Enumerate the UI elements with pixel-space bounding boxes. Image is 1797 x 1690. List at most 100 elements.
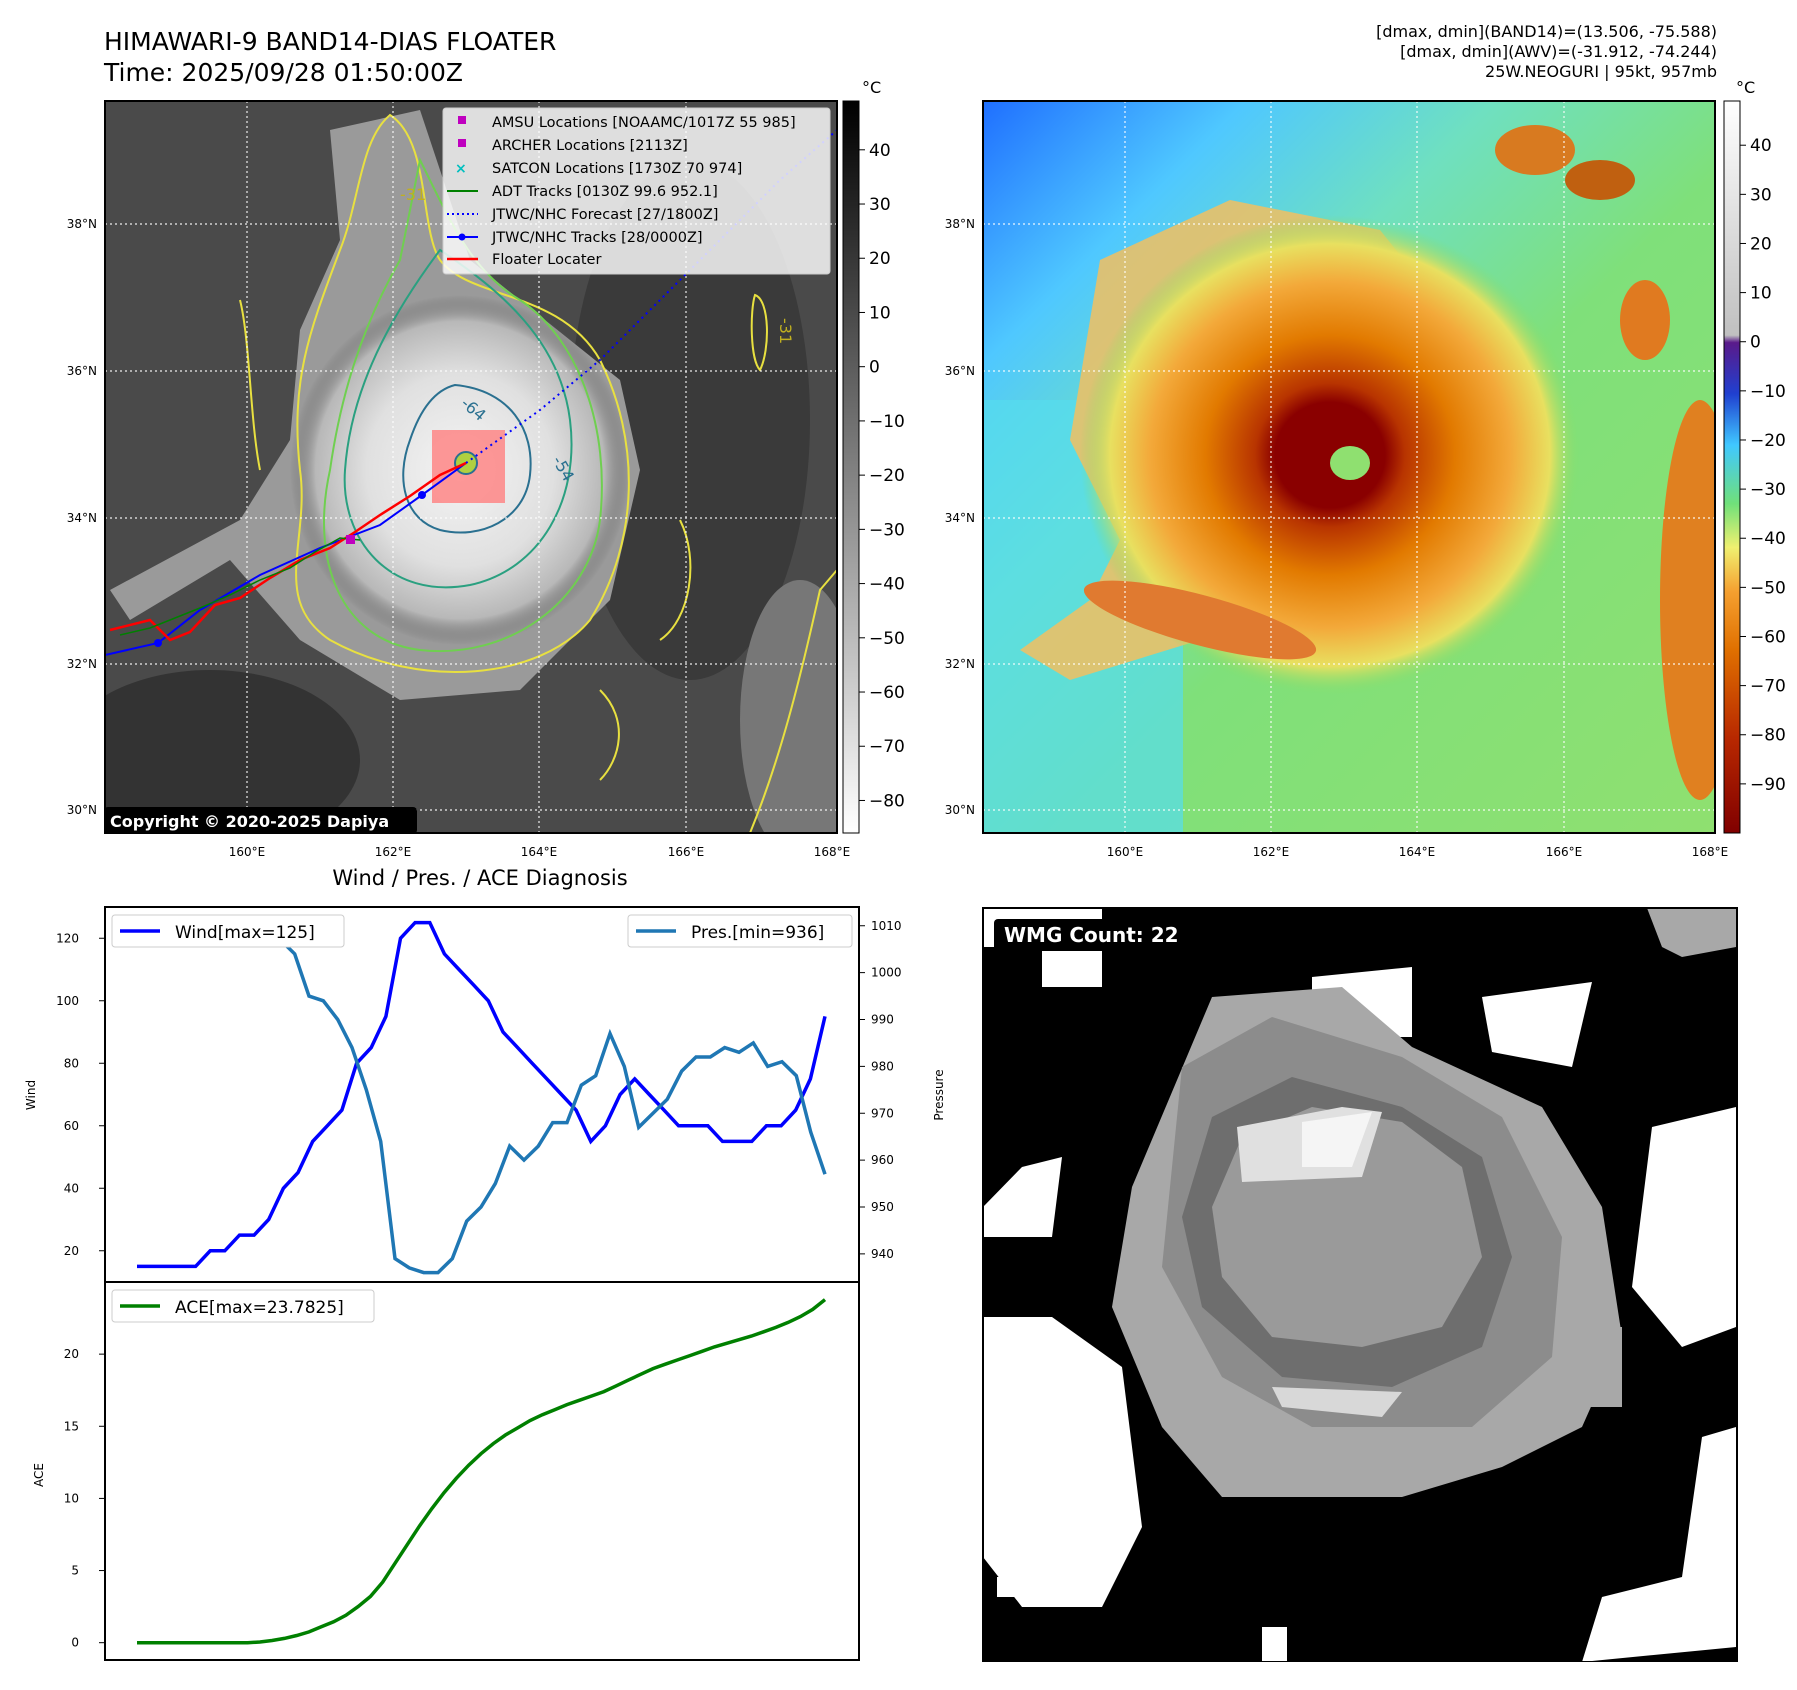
wmg-panel: WMG Count: 22 xyxy=(982,907,1738,1662)
color-colorbar-tick-label: 10 xyxy=(1750,284,1772,304)
color-colorbar-tick-label: −50 xyxy=(1750,578,1786,598)
lat-label: 34°N xyxy=(945,511,975,525)
color-colorbar-tick-label: −80 xyxy=(1750,726,1786,746)
map-legend: AMSU Locations [NOAAMC/1017Z 55 985] ARC… xyxy=(442,107,831,275)
pressure-axis-tick-label: 980 xyxy=(871,1059,894,1073)
info-line-2: [dmax, dmin](AWV)=(-31.912, -74.244) xyxy=(1400,42,1717,61)
copyright-badge xyxy=(104,807,417,834)
gray-colorbar-tick-label: −60 xyxy=(869,683,905,703)
contour-outer xyxy=(295,113,630,673)
lon-label: 164°E xyxy=(521,845,558,859)
adt-track xyxy=(119,537,361,636)
pressure-axis-label: Pressure xyxy=(932,1069,946,1120)
cyclone-core-colored xyxy=(1080,215,1580,695)
lat-label: 30°N xyxy=(945,803,975,817)
lon-label: 160°E xyxy=(1107,845,1144,859)
contour-mid xyxy=(323,156,603,653)
ace-axis-tick-label: 5 xyxy=(71,1564,79,1578)
color-colorbar: °C 40 30 20 10 0 −10 −20 −30 −40 −50 −60 −70 −80 −90 xyxy=(1723,78,1786,834)
wind-series-line xyxy=(137,920,827,1269)
color-eye xyxy=(1330,446,1370,480)
legend-label-forecast: JTWC/NHC Forecast [27/1800Z] xyxy=(491,207,718,223)
lon-label: 162°E xyxy=(1253,845,1290,859)
floater-track xyxy=(109,461,467,642)
amsu-marker xyxy=(346,535,355,544)
lon-label: 164°E xyxy=(1399,845,1436,859)
lat-label: 30°N xyxy=(67,803,97,817)
wmg-badge-text: WMG Count: 22 xyxy=(1004,923,1179,947)
color-colorbar-tick-label: −10 xyxy=(1750,382,1786,402)
lon-label: 166°E xyxy=(1546,845,1583,859)
wmg-cloud xyxy=(1112,908,1736,1497)
title-line-1: HIMAWARI-9 BAND14-DIAS FLOATER xyxy=(104,27,557,56)
color-colorbar-tick-label: −70 xyxy=(1750,677,1786,697)
pressure-legend-label: Pres.[min=936] xyxy=(691,923,824,943)
lat-label: 32°N xyxy=(67,657,97,671)
lat-label: 32°N xyxy=(945,657,975,671)
diagnosis-title: Wind / Pres. / ACE Diagnosis xyxy=(332,866,628,890)
ace-axes xyxy=(104,1281,860,1661)
gray-colorbar-tick-label: −40 xyxy=(869,575,905,595)
gray-colorbar-tick-label: −20 xyxy=(869,466,905,486)
color-map-axis-labels: 160°E 162°E 164°E 166°E 168°E 38°N 36°N … xyxy=(945,217,1729,859)
contour-label: -31 xyxy=(400,185,426,204)
pressure-axis-tick-label: 1010 xyxy=(871,919,902,933)
pressure-axis-tick-label: 970 xyxy=(871,1106,894,1120)
color-colorbar-tick-label: −60 xyxy=(1750,627,1786,647)
color-colorbar-unit: °C xyxy=(1736,78,1755,97)
color-colorbar-tick-label: 30 xyxy=(1750,185,1772,205)
info-line-3: 25W.NEOGURI | 95kt, 957mb xyxy=(1485,62,1717,81)
color-colorbar-tick-label: −20 xyxy=(1750,431,1786,451)
gray-colorbar-tick-label: −10 xyxy=(869,412,905,432)
gray-colorbar-tick-label: 30 xyxy=(869,195,891,215)
color-ir-panel: 160°E 162°E 164°E 166°E 168°E 38°N 36°N … xyxy=(945,100,1729,859)
jtwc-track xyxy=(105,462,467,656)
contour-inner xyxy=(343,248,573,589)
wind-pressure-axes xyxy=(104,906,860,1283)
storm-info: [dmax, dmin](BAND14)=(13.506, -75.588) [… xyxy=(1376,22,1717,82)
legend-label-floater: Floater Locater xyxy=(492,252,601,268)
lon-label: 160°E xyxy=(229,845,266,859)
ace-axis-label: ACE xyxy=(32,1463,46,1487)
ir-map-frame xyxy=(104,100,838,834)
ir-map-axis-labels: 160°E 162°E 164°E 166°E 168°E 38°N 36°N … xyxy=(67,217,851,859)
wind-axis-tick-label: 60 xyxy=(64,1119,79,1133)
ace-axis-tick-label: 20 xyxy=(64,1347,79,1361)
ace-axis-tick-label: 0 xyxy=(71,1636,79,1650)
legend-label-tracks: JTWC/NHC Tracks [28/0000Z] xyxy=(491,230,703,246)
wind-axis-tick-label: 100 xyxy=(56,994,79,1008)
page-title: HIMAWARI-9 BAND14-DIAS FLOATER Time: 202… xyxy=(104,26,556,88)
legend-label-archer: ARCHER Locations [2113Z] xyxy=(492,138,688,154)
gray-colorbar: °C 40 30 20 10 0 −10 −20 −30 −40 −50 −60 −70 −80 xyxy=(842,78,905,834)
legend-marker-satcon: × xyxy=(455,161,467,177)
contour-core xyxy=(402,383,532,534)
gray-colorbar-tick-label: 0 xyxy=(869,358,880,378)
gray-colorbar-unit: °C xyxy=(862,78,881,97)
wind-axis-label: Wind xyxy=(24,1080,38,1110)
gray-colorbar-tick-label: −70 xyxy=(869,737,905,757)
legend-label-satcon: SATCON Locations [1730Z 70 974] xyxy=(492,161,742,177)
lon-label: 168°E xyxy=(814,845,851,859)
legend-marker-archer xyxy=(458,139,466,147)
pressure-axis-tick-label: 990 xyxy=(871,1013,894,1027)
pressure-legend: Pres.[min=936] xyxy=(627,914,853,948)
ace-axis-tick-label: 10 xyxy=(64,1491,79,1505)
ace-series-line xyxy=(137,1298,827,1645)
color-colorbar-tick-label: 40 xyxy=(1750,136,1772,156)
info-line-1: [dmax, dmin](BAND14)=(13.506, -75.588) xyxy=(1376,22,1717,41)
lat-label: 36°N xyxy=(945,364,975,378)
legend-label-adt: ADT Tracks [0130Z 99.6 952.1] xyxy=(492,184,718,200)
pressure-axis-tick-label: 950 xyxy=(871,1200,894,1214)
forecast-track xyxy=(465,129,837,464)
color-colorbar-tick-label: −30 xyxy=(1750,480,1786,500)
title-line-2: Time: 2025/09/28 01:50:00Z xyxy=(104,58,463,87)
color-map-gridlines xyxy=(983,101,1715,833)
ir-map-panel: -64 -54 -31 -31 AMSU Locations [NOAAMC/1… xyxy=(67,100,851,859)
lon-label: 162°E xyxy=(375,845,412,859)
ace-legend: ACE[max=23.7825] xyxy=(111,1289,375,1323)
copyright-text: Copyright © 2020-2025 Dapiya xyxy=(110,812,389,831)
gray-colorbar-tick-label: 20 xyxy=(869,249,891,269)
color-colorbar-tick-label: 0 xyxy=(1750,333,1761,353)
wind-legend-label: Wind[max=125] xyxy=(175,923,315,943)
